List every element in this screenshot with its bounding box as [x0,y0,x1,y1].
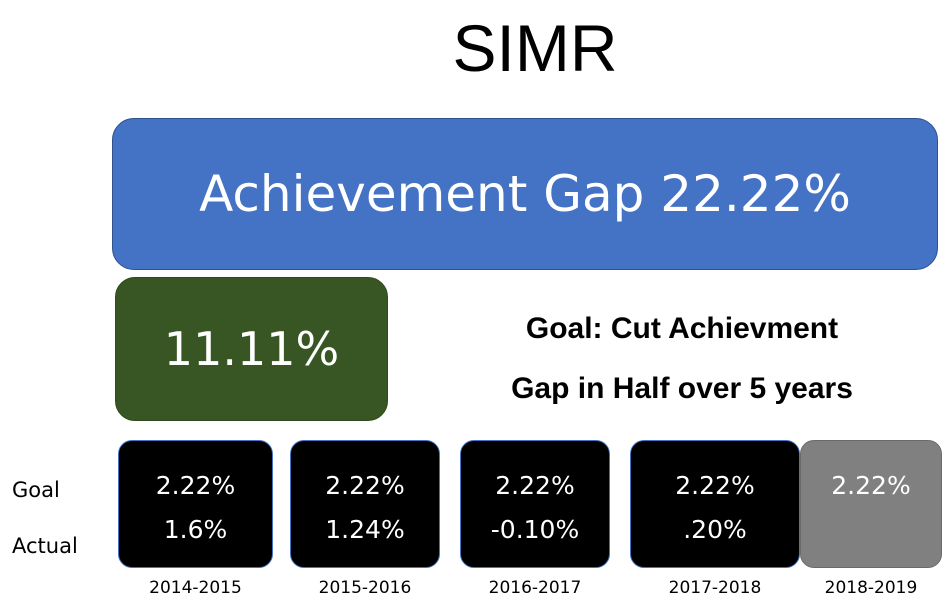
year-label: 2017-2018 [668,578,762,598]
goal-value: 2.22% [675,471,755,500]
year-label: 2014-2015 [149,578,242,598]
target-text: 11.11% [163,322,340,376]
goal-value: 2.22% [325,471,405,500]
actual-value: -0.10% [490,515,580,544]
year-label: 2016-2017 [488,578,582,598]
year-box: 2.22% 1.6% [118,440,273,568]
year-box: 2.22% -0.10% [460,440,610,568]
banner-text: Achievement Gap 22.22% [199,165,851,223]
goal-value: 2.22% [495,471,575,500]
goal-value: 2.22% [155,471,236,500]
year-box: 2.22% 1.24% [290,440,440,568]
title: SIMR [452,11,618,85]
goal-text: Goal: Cut Achievment [525,312,839,345]
row-label: Actual [12,534,78,558]
row-label: Goal [12,478,60,502]
actual-value: .20% [683,515,747,544]
year-label: 2018-2019 [824,578,918,598]
actual-value: 1.6% [163,515,228,544]
goal-text: Gap in Half over 5 years [511,372,853,405]
banner: Achievement Gap 22.22% [112,118,938,270]
year-label: 2015-2016 [318,578,412,598]
actual-value: 1.24% [325,515,405,544]
goal-value: 2.22% [831,471,911,500]
year-box: 2.22% .20% [630,440,800,568]
year-box: 2.22% [800,440,942,568]
target-box: 11.11% [115,277,388,421]
